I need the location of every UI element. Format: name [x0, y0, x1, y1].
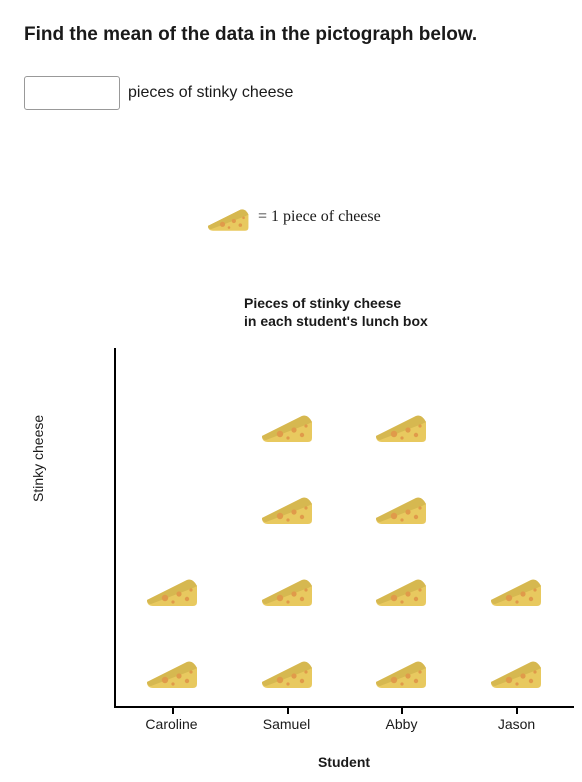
x-tick	[401, 706, 403, 714]
legend-text: = 1 piece of cheese	[258, 208, 381, 226]
column-abby	[345, 404, 460, 706]
cheese-icon	[143, 650, 203, 692]
column-caroline	[116, 568, 231, 706]
y-axis-label: Stinky cheese	[30, 415, 46, 502]
plot-area	[114, 348, 574, 708]
cheese-icon	[487, 568, 547, 610]
cheese-icon	[487, 650, 547, 692]
question-text: Find the mean of the data in the pictogr…	[24, 24, 558, 46]
cheese-icon	[143, 568, 203, 610]
x-tick	[516, 706, 518, 714]
cheese-icon	[372, 650, 432, 692]
pictograph-chart: Pieces of stinky cheese in each student'…	[44, 294, 558, 770]
column-samuel	[231, 404, 346, 706]
answer-row: pieces of stinky cheese	[24, 76, 558, 110]
cheese-icon	[258, 650, 318, 692]
answer-input[interactable]	[24, 76, 120, 110]
x-axis-title: Student	[114, 754, 574, 770]
cheese-icon	[204, 200, 254, 234]
cheese-icon	[372, 404, 432, 446]
x-tick	[172, 706, 174, 714]
cheese-icon	[372, 486, 432, 528]
cheese-icon	[258, 486, 318, 528]
legend: = 1 piece of cheese	[204, 200, 558, 234]
x-label-samuel: Samuel	[229, 716, 344, 732]
cheese-icon	[258, 404, 318, 446]
cheese-icon	[258, 568, 318, 610]
cheese-icon	[372, 568, 432, 610]
x-tick	[287, 706, 289, 714]
x-axis-labels: CarolineSamuelAbbyJason	[114, 716, 574, 732]
x-label-caroline: Caroline	[114, 716, 229, 732]
answer-label: pieces of stinky cheese	[128, 84, 293, 102]
x-label-abby: Abby	[344, 716, 459, 732]
x-label-jason: Jason	[459, 716, 574, 732]
chart-title: Pieces of stinky cheese in each student'…	[244, 294, 558, 330]
column-jason	[460, 568, 575, 706]
